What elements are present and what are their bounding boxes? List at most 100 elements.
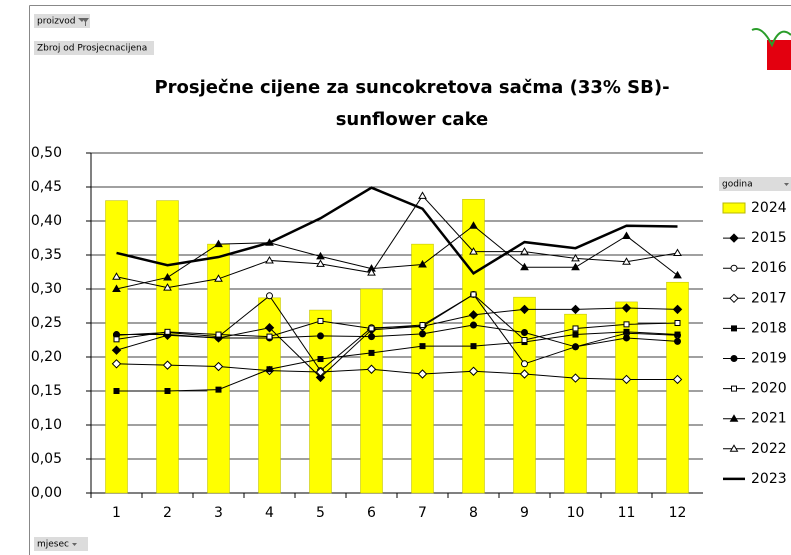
chart-title: sunflower cake	[336, 109, 489, 130]
line	[116, 363, 678, 380]
line	[116, 293, 678, 341]
legend-marker	[731, 325, 737, 332]
x-tick-label: 4	[265, 505, 274, 521]
marker	[112, 284, 121, 292]
marker	[317, 332, 324, 340]
bar	[564, 313, 587, 494]
marker	[470, 291, 477, 298]
x-tick-label: 12	[669, 505, 687, 521]
legend-label: 2021	[751, 411, 787, 427]
x-tick-label: 3	[214, 505, 223, 521]
marker	[469, 221, 478, 229]
bar	[513, 296, 536, 494]
marker	[419, 343, 426, 350]
marker	[570, 304, 581, 315]
marker	[468, 366, 479, 376]
marker	[571, 262, 580, 271]
bar	[411, 243, 434, 494]
marker	[113, 388, 120, 394]
marker	[674, 320, 681, 326]
marker	[621, 374, 632, 385]
x-tick-label: 9	[520, 505, 529, 521]
legend-marker	[729, 444, 739, 452]
marker	[520, 247, 529, 255]
legend-swatch	[722, 202, 746, 214]
x-tick-label: 1	[112, 505, 121, 521]
filter-button[interactable]	[34, 14, 90, 28]
legend-label: 2018	[751, 320, 787, 336]
marker	[112, 272, 121, 280]
marker	[672, 374, 683, 385]
marker	[111, 345, 122, 355]
y-tick-label: 0,15	[31, 383, 62, 399]
marker	[162, 360, 173, 370]
dropdown-icon	[784, 183, 789, 186]
legend-title-box[interactable]	[719, 177, 791, 191]
line	[116, 186, 678, 276]
marker	[164, 388, 171, 394]
marker	[215, 331, 222, 338]
marker	[469, 247, 478, 255]
y-tick-label: 0,00	[31, 485, 62, 501]
y-tick-label: 0,45	[31, 179, 62, 195]
filter-icon	[78, 18, 89, 26]
marker	[368, 333, 375, 341]
y-tick-label: 0,10	[31, 417, 62, 433]
marker	[214, 274, 223, 282]
legend-marker	[729, 233, 739, 243]
marker	[418, 260, 427, 268]
legend-label: 2023	[751, 471, 787, 487]
marker	[623, 334, 630, 342]
marker	[266, 366, 273, 373]
y-tick-label: 0,20	[31, 349, 62, 365]
marker	[213, 361, 224, 372]
bar	[309, 309, 332, 494]
marker	[623, 321, 630, 328]
y-tick-label: 0,25	[31, 315, 62, 331]
legend-marker	[730, 264, 738, 272]
marker	[470, 321, 477, 329]
marker	[419, 330, 426, 338]
legend-label: 2019	[751, 351, 787, 367]
y-tick-label: 0,30	[31, 281, 62, 297]
marker	[674, 331, 681, 338]
bar	[615, 301, 638, 494]
y-tick-label: 0,35	[31, 247, 62, 263]
marker	[111, 359, 122, 369]
marker	[265, 255, 274, 264]
marker	[572, 331, 579, 338]
marker	[368, 325, 375, 332]
x-tick-label: 10	[567, 505, 585, 521]
x-tick-label: 8	[469, 505, 478, 521]
marker	[623, 328, 630, 335]
marker	[315, 372, 326, 383]
marker	[521, 329, 528, 337]
line	[116, 195, 678, 289]
legend-label: 2017	[751, 290, 787, 306]
marker	[470, 343, 477, 350]
marker	[520, 262, 529, 271]
legend-marker	[730, 355, 738, 362]
marker	[164, 328, 171, 335]
marker	[519, 369, 530, 379]
value-field-label: Zbroj od Prosjecnacijena	[37, 44, 147, 54]
marker	[266, 333, 273, 340]
marker	[673, 248, 682, 256]
bar	[360, 288, 383, 494]
axis-field-button[interactable]	[34, 537, 88, 551]
y-tick-label: 0,05	[31, 451, 62, 467]
marker	[672, 304, 683, 315]
marker	[317, 317, 324, 324]
x-tick-label: 7	[418, 505, 427, 521]
legend-label: 2020	[751, 381, 787, 397]
marker	[316, 259, 325, 267]
marker	[673, 270, 682, 279]
legend-label: 2016	[751, 260, 787, 276]
marker	[264, 323, 275, 333]
marker	[622, 257, 631, 265]
marker	[214, 239, 223, 248]
dropdown-icon	[72, 543, 77, 546]
